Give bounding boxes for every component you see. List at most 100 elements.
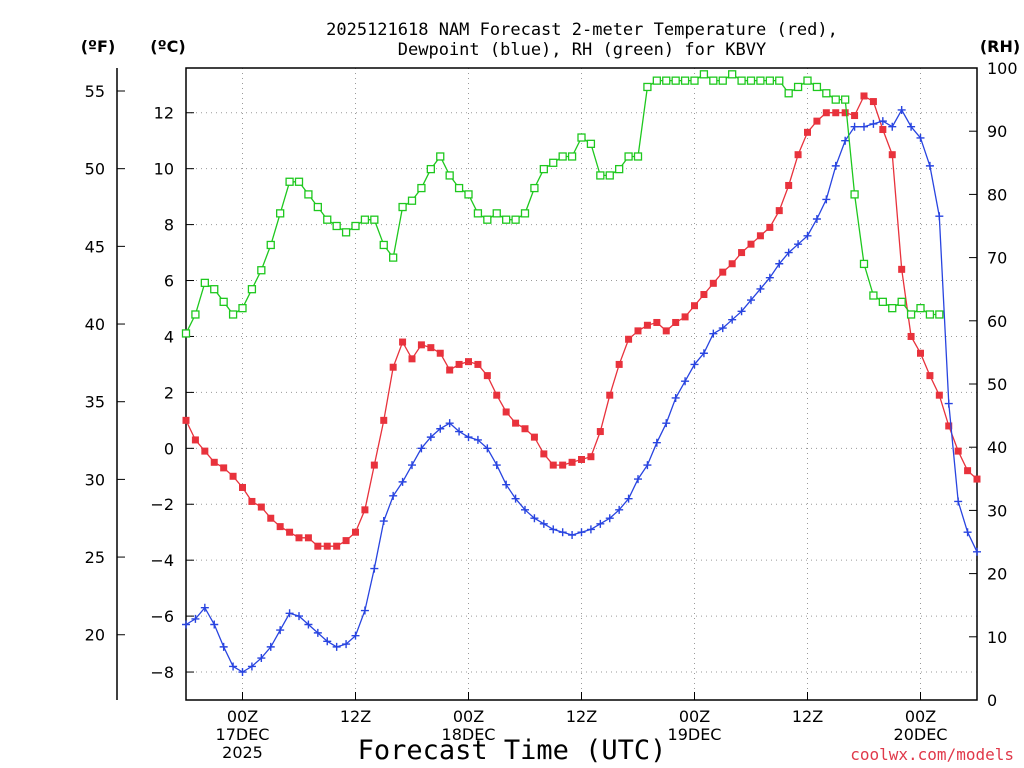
- relative-humidity-point: [897, 297, 906, 306]
- dewpoint-point: [728, 315, 737, 324]
- dewpoint-point: [747, 296, 755, 305]
- relative-humidity-point: [784, 89, 793, 98]
- dewpoint-point: [662, 419, 671, 428]
- fahrenheit-axis-unit: (ºF): [81, 37, 116, 56]
- relative-humidity-point: [210, 285, 219, 294]
- 2-meter-temperature-point: [879, 126, 887, 134]
- relative-humidity-point: [869, 291, 878, 300]
- dewpoint-point: [681, 377, 690, 386]
- relative-humidity-point: [878, 297, 887, 306]
- dewpoint-point: [323, 637, 332, 646]
- dewpoint-point: [379, 517, 388, 526]
- 2-meter-temperature-point: [917, 349, 924, 357]
- relative-humidity-point: [662, 76, 671, 85]
- x-tick-label: 12Z: [792, 707, 823, 726]
- 2-meter-temperature-point: [832, 109, 840, 117]
- dewpoint-point: [944, 399, 953, 408]
- 2-meter-temperature-point: [926, 372, 934, 380]
- 2-meter-temperature-point: [361, 506, 369, 514]
- 2-meter-temperature-point: [587, 453, 595, 461]
- 2-meter-temperature-point: [747, 240, 755, 248]
- relative-humidity-point: [549, 158, 558, 167]
- relative-humidity-point: [737, 76, 746, 85]
- relative-humidity-point: [276, 209, 285, 218]
- relative-humidity-point: [671, 76, 680, 85]
- relative-humidity-point: [690, 76, 699, 85]
- relative-humidity-point: [709, 76, 718, 85]
- 2-meter-temperature-point: [719, 268, 727, 276]
- 2-meter-temperature-point: [615, 360, 623, 368]
- dewpoint-point: [360, 606, 369, 615]
- relative-humidity-point: [200, 278, 209, 288]
- relative-humidity-point: [615, 164, 624, 174]
- x-tick-label: 17DEC: [216, 725, 270, 744]
- relative-humidity-point: [633, 152, 643, 161]
- 2-meter-temperature-point: [596, 428, 604, 436]
- dewpoint-point: [624, 494, 633, 503]
- 2-meter-temperature-point: [643, 321, 651, 329]
- celsius-tick-label: 10: [154, 160, 174, 179]
- dewpoint-point: [276, 626, 285, 635]
- dewpoint-point: [822, 195, 831, 204]
- 2-meter-temperature-point: [417, 341, 425, 349]
- rh-tick-label: 10: [987, 628, 1007, 647]
- 2-meter-temperature-point: [653, 318, 661, 326]
- relative-humidity-point: [643, 82, 652, 92]
- 2-meter-temperature-point: [766, 223, 774, 231]
- relative-humidity-point: [398, 202, 407, 212]
- dewpoint-point: [963, 528, 972, 537]
- dewpoint-point: [690, 360, 699, 369]
- rh-axis-unit: (RH): [980, 37, 1020, 56]
- relative-humidity-point: [775, 76, 784, 85]
- 2-meter-temperature-point: [578, 456, 585, 464]
- 2-meter-temperature-point: [493, 391, 501, 399]
- celsius-tick-label: −2: [150, 495, 174, 514]
- dewpoint-point: [860, 122, 868, 131]
- celsius-tick-label: 4: [164, 327, 174, 346]
- dewpoint-point: [803, 231, 812, 240]
- dewpoint-point: [511, 494, 520, 503]
- 2-meter-temperature-point: [738, 249, 746, 257]
- relative-humidity-point: [191, 310, 200, 319]
- dewpoint-point: [332, 642, 341, 651]
- 2-meter-temperature-point: [540, 450, 548, 458]
- 2-meter-temperature-point: [465, 358, 472, 366]
- 2-meter-temperature-point: [935, 391, 943, 399]
- dewpoint-point: [878, 117, 887, 126]
- relative-humidity-point: [728, 70, 737, 79]
- relative-humidity-point: [323, 215, 332, 224]
- dewpoint-point: [408, 461, 416, 470]
- dewpoint-point: [577, 528, 586, 537]
- celsius-tick-label: −6: [150, 607, 174, 626]
- relative-humidity-point: [577, 133, 586, 142]
- relative-humidity-point: [445, 171, 454, 180]
- 2-meter-temperature-point: [954, 447, 962, 455]
- 2-meter-temperature-point: [945, 422, 953, 430]
- chart-title-line1: 2025121618 NAM Forecast 2-meter Temperat…: [326, 20, 838, 40]
- 2-meter-temperature-point: [408, 355, 416, 363]
- 2-meter-temperature-point: [502, 408, 510, 416]
- relative-humidity-point: [332, 221, 341, 231]
- dewpoint-point: [398, 477, 407, 486]
- relative-humidity-point: [313, 202, 322, 212]
- 2-meter-temperature-point: [295, 534, 303, 542]
- 2-meter-temperature-point: [239, 483, 246, 491]
- 2-meter-temperature-point: [568, 458, 576, 466]
- fahrenheit-tick-label: 35: [85, 393, 105, 412]
- 2-meter-temperature-point: [352, 528, 359, 536]
- relative-humidity-point: [266, 240, 275, 250]
- relative-humidity-point: [718, 76, 727, 85]
- relative-humidity-point: [605, 171, 614, 180]
- dewpoint-point: [549, 525, 558, 534]
- 2-meter-temperature-point: [370, 461, 378, 469]
- 2-meter-temperature-point: [257, 503, 265, 511]
- celsius-tick-label: −8: [150, 663, 174, 682]
- relative-humidity-point: [831, 95, 840, 104]
- dewpoint-point: [765, 273, 774, 282]
- 2-meter-temperature-point: [907, 332, 915, 340]
- relative-humidity-point: [756, 76, 765, 85]
- dewpoint-point: [530, 514, 539, 523]
- dewpoint-point: [671, 393, 680, 402]
- 2-meter-temperature-point: [389, 363, 397, 371]
